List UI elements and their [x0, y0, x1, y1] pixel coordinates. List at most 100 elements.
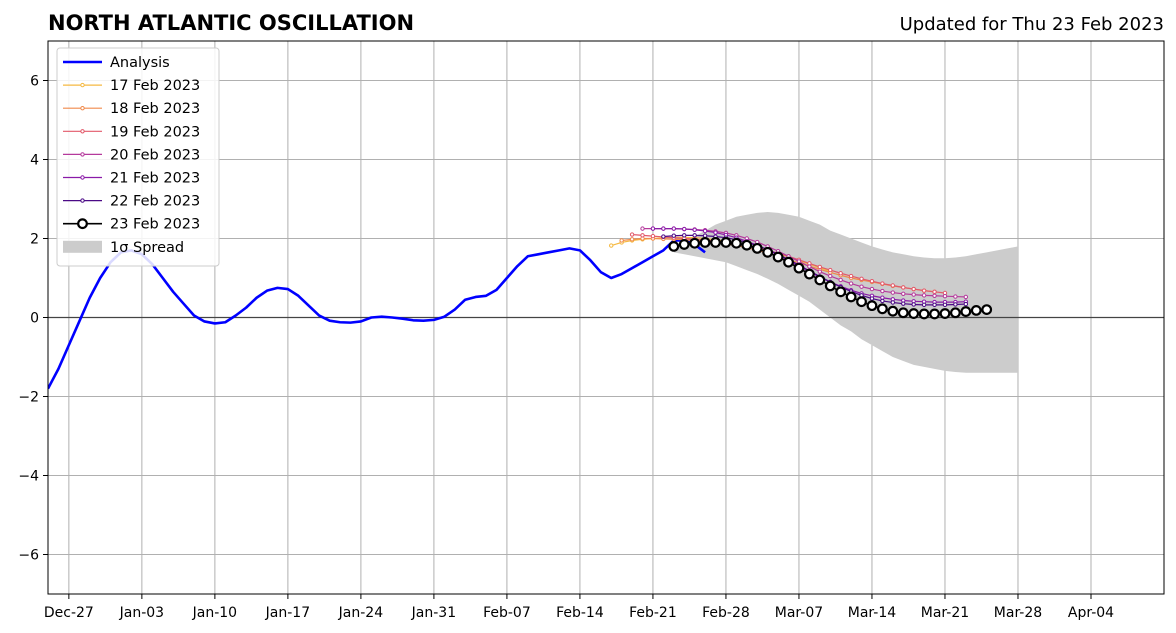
forecast-point: [762, 246, 774, 258]
forecast-point: [869, 286, 875, 292]
forecast-point: [921, 293, 927, 298]
forecast-point: [796, 259, 802, 264]
forecast-point: [814, 274, 826, 286]
forecast-point: [866, 300, 878, 312]
legend-label: 20 Feb 2023: [110, 147, 200, 163]
forecast-point: [921, 288, 927, 293]
forecast-point: [828, 267, 833, 273]
forecast-series-layer: [609, 226, 993, 320]
forecast-point: [845, 291, 857, 303]
forecast-point: [661, 234, 666, 239]
forecast-point: [929, 308, 940, 320]
forecast-point: [817, 264, 823, 270]
forecast-point: [921, 302, 927, 308]
forecast-point: [887, 305, 899, 317]
forecast-point: [699, 237, 711, 248]
forecast-point: [640, 226, 645, 231]
y-tick-label: 6: [30, 74, 39, 90]
forecast-point: [772, 251, 784, 263]
forecast-point: [619, 238, 624, 243]
legend-label: 22 Feb 2023: [110, 194, 200, 210]
forecast-point: [710, 237, 721, 248]
forecast-point: [692, 227, 697, 233]
x-tick-label: Jan-31: [411, 605, 456, 621]
forecast-point: [942, 302, 948, 308]
forecast-point: [783, 256, 794, 268]
legend-box: [56, 47, 220, 267]
forecast-point: [671, 233, 676, 238]
legend-label: 17 Feb 2023: [110, 78, 200, 94]
x-tick-label: Feb-21: [629, 605, 677, 621]
x-tick-label: Jan-17: [265, 605, 310, 621]
legend-label: 1σ Spread: [110, 240, 184, 256]
forecast-point: [678, 239, 690, 250]
y-tick-label: 2: [30, 232, 39, 248]
analysis-line: [48, 239, 706, 390]
axis-ticks: Dec-27 Jan-03 Jan-10 Jan-17 Jan-24 Jan-31 Feb-…: [18, 74, 1114, 622]
legend-entry: 18 Feb 2023: [63, 101, 200, 117]
forecast-point: [911, 302, 916, 307]
forecast-point: [713, 230, 718, 235]
y-tick-label: −4: [18, 469, 39, 485]
forecast-point: [835, 286, 847, 298]
forecast-point: [890, 300, 896, 305]
forecast-point: [807, 264, 812, 269]
forecast-point: [901, 291, 906, 296]
legend-label: 21 Feb 2023: [110, 171, 200, 187]
forecast-point: [981, 304, 993, 316]
legend-swatch-marker: [80, 129, 85, 134]
forecast-point: [953, 294, 958, 299]
forecast-point: [609, 243, 614, 248]
legend-entry: 1σ Spread: [63, 240, 184, 256]
x-tick-label: Jan-03: [119, 605, 164, 621]
x-tick-label: Apr-04: [1068, 605, 1114, 621]
legend: Analysis 17 Feb 2023 18 Feb 2023 19 Feb 202…: [56, 47, 220, 267]
chart-subtitle: Updated for Thu 23 Feb 2023: [900, 14, 1164, 35]
forecast-point: [682, 226, 687, 232]
forecast-point: [932, 289, 937, 295]
forecast-point: [901, 285, 906, 290]
forecast-point: [692, 233, 697, 238]
x-tick-label: Feb-14: [556, 605, 604, 621]
forecast-point: [702, 233, 708, 238]
forecast-point: [629, 237, 635, 242]
forecast-point: [963, 301, 969, 307]
forecast-point: [640, 233, 645, 238]
legend-entry: 22 Feb 2023: [63, 194, 200, 210]
x-tick-label: Jan-24: [338, 605, 384, 621]
legend-swatch-marker: [77, 218, 88, 230]
y-tick-label: −6: [18, 548, 39, 564]
forecast-point: [880, 298, 885, 304]
forecast-point: [848, 273, 854, 279]
forecast-point: [942, 293, 948, 299]
legend-label: Analysis: [110, 55, 170, 71]
forecast-point: [629, 232, 635, 237]
forecast-point: [650, 226, 656, 231]
chart-title: NORTH ATLANTIC OSCILLATION: [48, 11, 414, 35]
forecast-point: [650, 233, 656, 239]
legend-entry: 19 Feb 2023: [63, 124, 200, 140]
x-tick-label: Mar-07: [775, 605, 823, 621]
forecast-point: [939, 308, 951, 319]
legend-entry: Analysis: [63, 55, 170, 71]
forecast-point: [671, 226, 676, 231]
forecast-point: [901, 301, 906, 306]
analysis-layer: [48, 239, 706, 390]
x-tick-label: Dec-27: [44, 605, 94, 621]
y-tick-label: −2: [18, 390, 39, 406]
legend-entry: 21 Feb 2023: [63, 171, 200, 187]
forecast-point: [876, 303, 888, 315]
forecast-point: [856, 296, 867, 308]
legend-label: 23 Feb 2023: [110, 217, 200, 233]
x-tick-label: Jan-10: [192, 605, 237, 621]
legend-entry: 17 Feb 2023: [63, 78, 200, 94]
forecast-point: [803, 268, 815, 280]
forecast-point: [751, 242, 763, 254]
x-tick-label: Mar-21: [921, 605, 969, 621]
forecast-point: [953, 302, 958, 307]
forecast-point: [880, 288, 885, 294]
legend-label: 18 Feb 2023: [110, 101, 200, 117]
forecast-point: [890, 283, 896, 288]
forecast-point: [741, 239, 753, 251]
